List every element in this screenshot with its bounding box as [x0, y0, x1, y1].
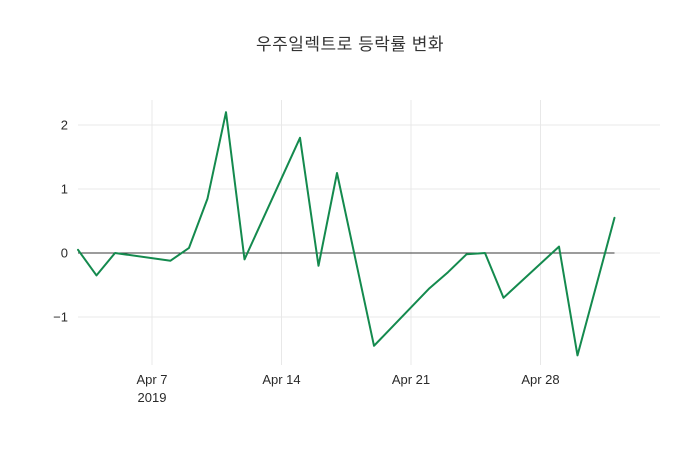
x-tick-label: Apr 14 — [262, 372, 300, 387]
y-tick-label: 2 — [61, 117, 68, 132]
x-tick-label: Apr 28 — [521, 372, 559, 387]
x-tick-label: Apr 21 — [392, 372, 430, 387]
chart-title: 우주일렉트로 등락률 변화 — [256, 35, 444, 54]
x-tick-sublabel: 2019 — [138, 390, 167, 405]
y-tick-label: 1 — [61, 181, 68, 196]
x-tick-label: Apr 7 — [136, 372, 167, 387]
y-tick-label: 0 — [61, 245, 68, 260]
y-tick-label: −1 — [53, 309, 68, 324]
series-line — [77, 111, 616, 357]
